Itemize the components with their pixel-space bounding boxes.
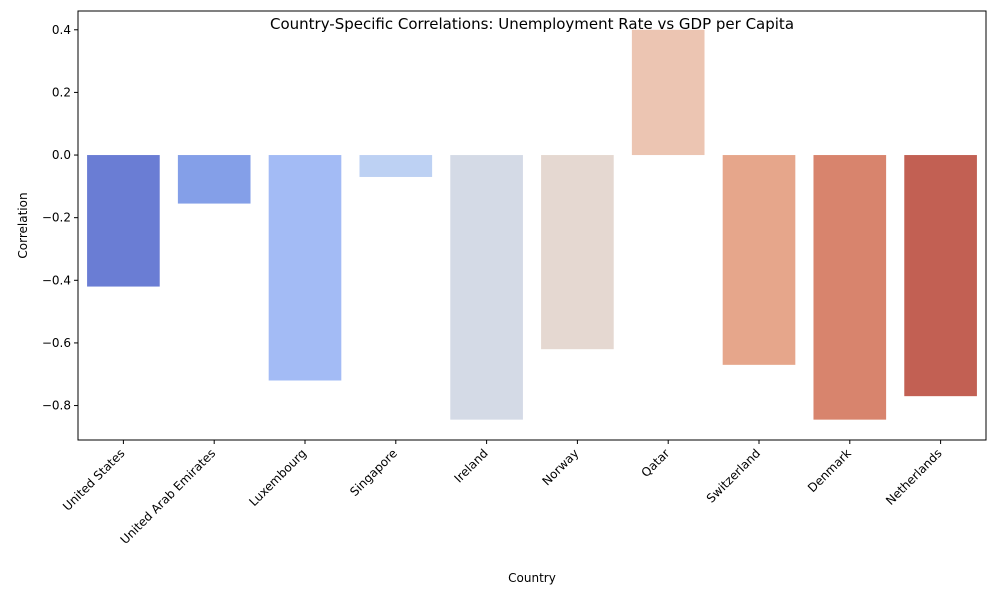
y-tick-label: −0.4: [42, 273, 71, 287]
y-tick-label: 0.0: [52, 148, 71, 162]
x-tick-label: Norway: [539, 446, 581, 488]
bar-denmark: [813, 155, 887, 420]
bar-qatar: [631, 29, 705, 156]
chart-title: Country-Specific Correlations: Unemploym…: [270, 15, 794, 33]
y-axis-ticks: −0.8 −0.6 −0.4 −0.2 0.0 0.2 0.4: [42, 23, 78, 413]
bar-united-states: [87, 155, 160, 287]
x-tick-label: United States: [60, 446, 127, 513]
bar-ireland: [450, 155, 523, 420]
bar-united-arab-emirates: [177, 155, 251, 204]
y-axis-label: Correlation: [16, 192, 30, 258]
bar-luxembourg: [268, 155, 342, 381]
y-tick-label: −0.8: [42, 399, 71, 413]
x-axis-label: Country: [508, 571, 556, 585]
x-tick-label: United Arab Emirates: [118, 446, 219, 547]
x-tick-label: Switzerland: [704, 446, 763, 505]
y-tick-label: −0.2: [42, 211, 71, 225]
x-tick-label: Netherlands: [883, 446, 945, 508]
x-tick-label: Ireland: [451, 446, 490, 485]
plot-frame: [77, 10, 987, 441]
y-tick-label: 0.4: [52, 23, 71, 37]
y-tick-label: −0.6: [42, 336, 71, 350]
y-tick-label: 0.2: [52, 85, 71, 99]
bar-netherlands: [904, 155, 977, 397]
bars-group: [87, 29, 977, 420]
x-tick-label: Denmark: [805, 446, 854, 495]
x-tick-label: Luxembourg: [246, 446, 309, 509]
x-tick-label: Qatar: [639, 446, 673, 480]
bar-switzerland: [722, 155, 796, 365]
bar-norway: [541, 155, 614, 350]
x-tick-label: Singapore: [347, 446, 400, 499]
bar-singapore: [359, 155, 433, 177]
